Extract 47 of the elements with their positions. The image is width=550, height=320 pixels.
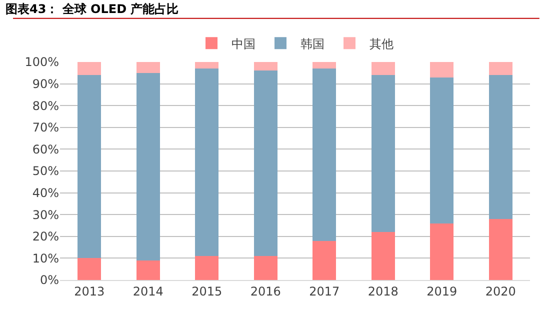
bar xyxy=(371,75,395,232)
x-tick-label: 2014 xyxy=(132,284,164,298)
bar xyxy=(78,258,102,280)
bar xyxy=(312,68,336,241)
bar xyxy=(195,62,219,69)
legend-label: 中国 xyxy=(232,36,256,51)
bar xyxy=(78,62,102,76)
bar xyxy=(430,62,454,78)
x-tick-label: 2016 xyxy=(250,284,281,298)
bar xyxy=(312,62,336,69)
chart-title: 图表43： 全球 OLED 产能占比 xyxy=(6,2,179,16)
y-tick-label: 20% xyxy=(32,230,59,244)
legend-label: 其他 xyxy=(370,36,394,51)
x-tick-label: 2020 xyxy=(485,284,516,298)
bar xyxy=(136,260,160,280)
bar xyxy=(195,68,219,256)
x-tick-label: 2018 xyxy=(368,284,398,298)
y-tick-label: 50% xyxy=(32,164,59,178)
bar xyxy=(254,256,278,280)
y-tick-label: 80% xyxy=(32,98,59,113)
bar xyxy=(488,62,512,76)
x-tick-label: 2015 xyxy=(192,284,222,298)
bar xyxy=(136,72,160,260)
bar xyxy=(78,75,102,258)
bar xyxy=(488,218,512,280)
bar xyxy=(195,256,219,280)
bar xyxy=(136,62,160,73)
y-tick-label: 40% xyxy=(32,186,59,200)
y-tick-label: 0% xyxy=(40,273,59,288)
bar xyxy=(430,223,454,280)
bar xyxy=(430,77,454,224)
x-tick-label: 2013 xyxy=(74,284,105,298)
bar xyxy=(371,232,395,280)
bar xyxy=(254,62,278,71)
y-tick-label: 100% xyxy=(24,55,59,70)
y-tick-label: 90% xyxy=(32,77,59,91)
legend-label: 韩国 xyxy=(300,36,324,51)
bar xyxy=(371,62,395,76)
bar xyxy=(254,70,278,256)
bar xyxy=(312,240,336,280)
y-tick-label: 30% xyxy=(32,208,59,222)
bar xyxy=(488,75,512,219)
x-tick-label: 2019 xyxy=(426,284,458,298)
y-tick-label: 60% xyxy=(32,142,59,156)
y-tick-label: 10% xyxy=(32,251,59,266)
y-tick-label: 70% xyxy=(32,120,59,135)
x-tick-label: 2017 xyxy=(309,284,340,298)
